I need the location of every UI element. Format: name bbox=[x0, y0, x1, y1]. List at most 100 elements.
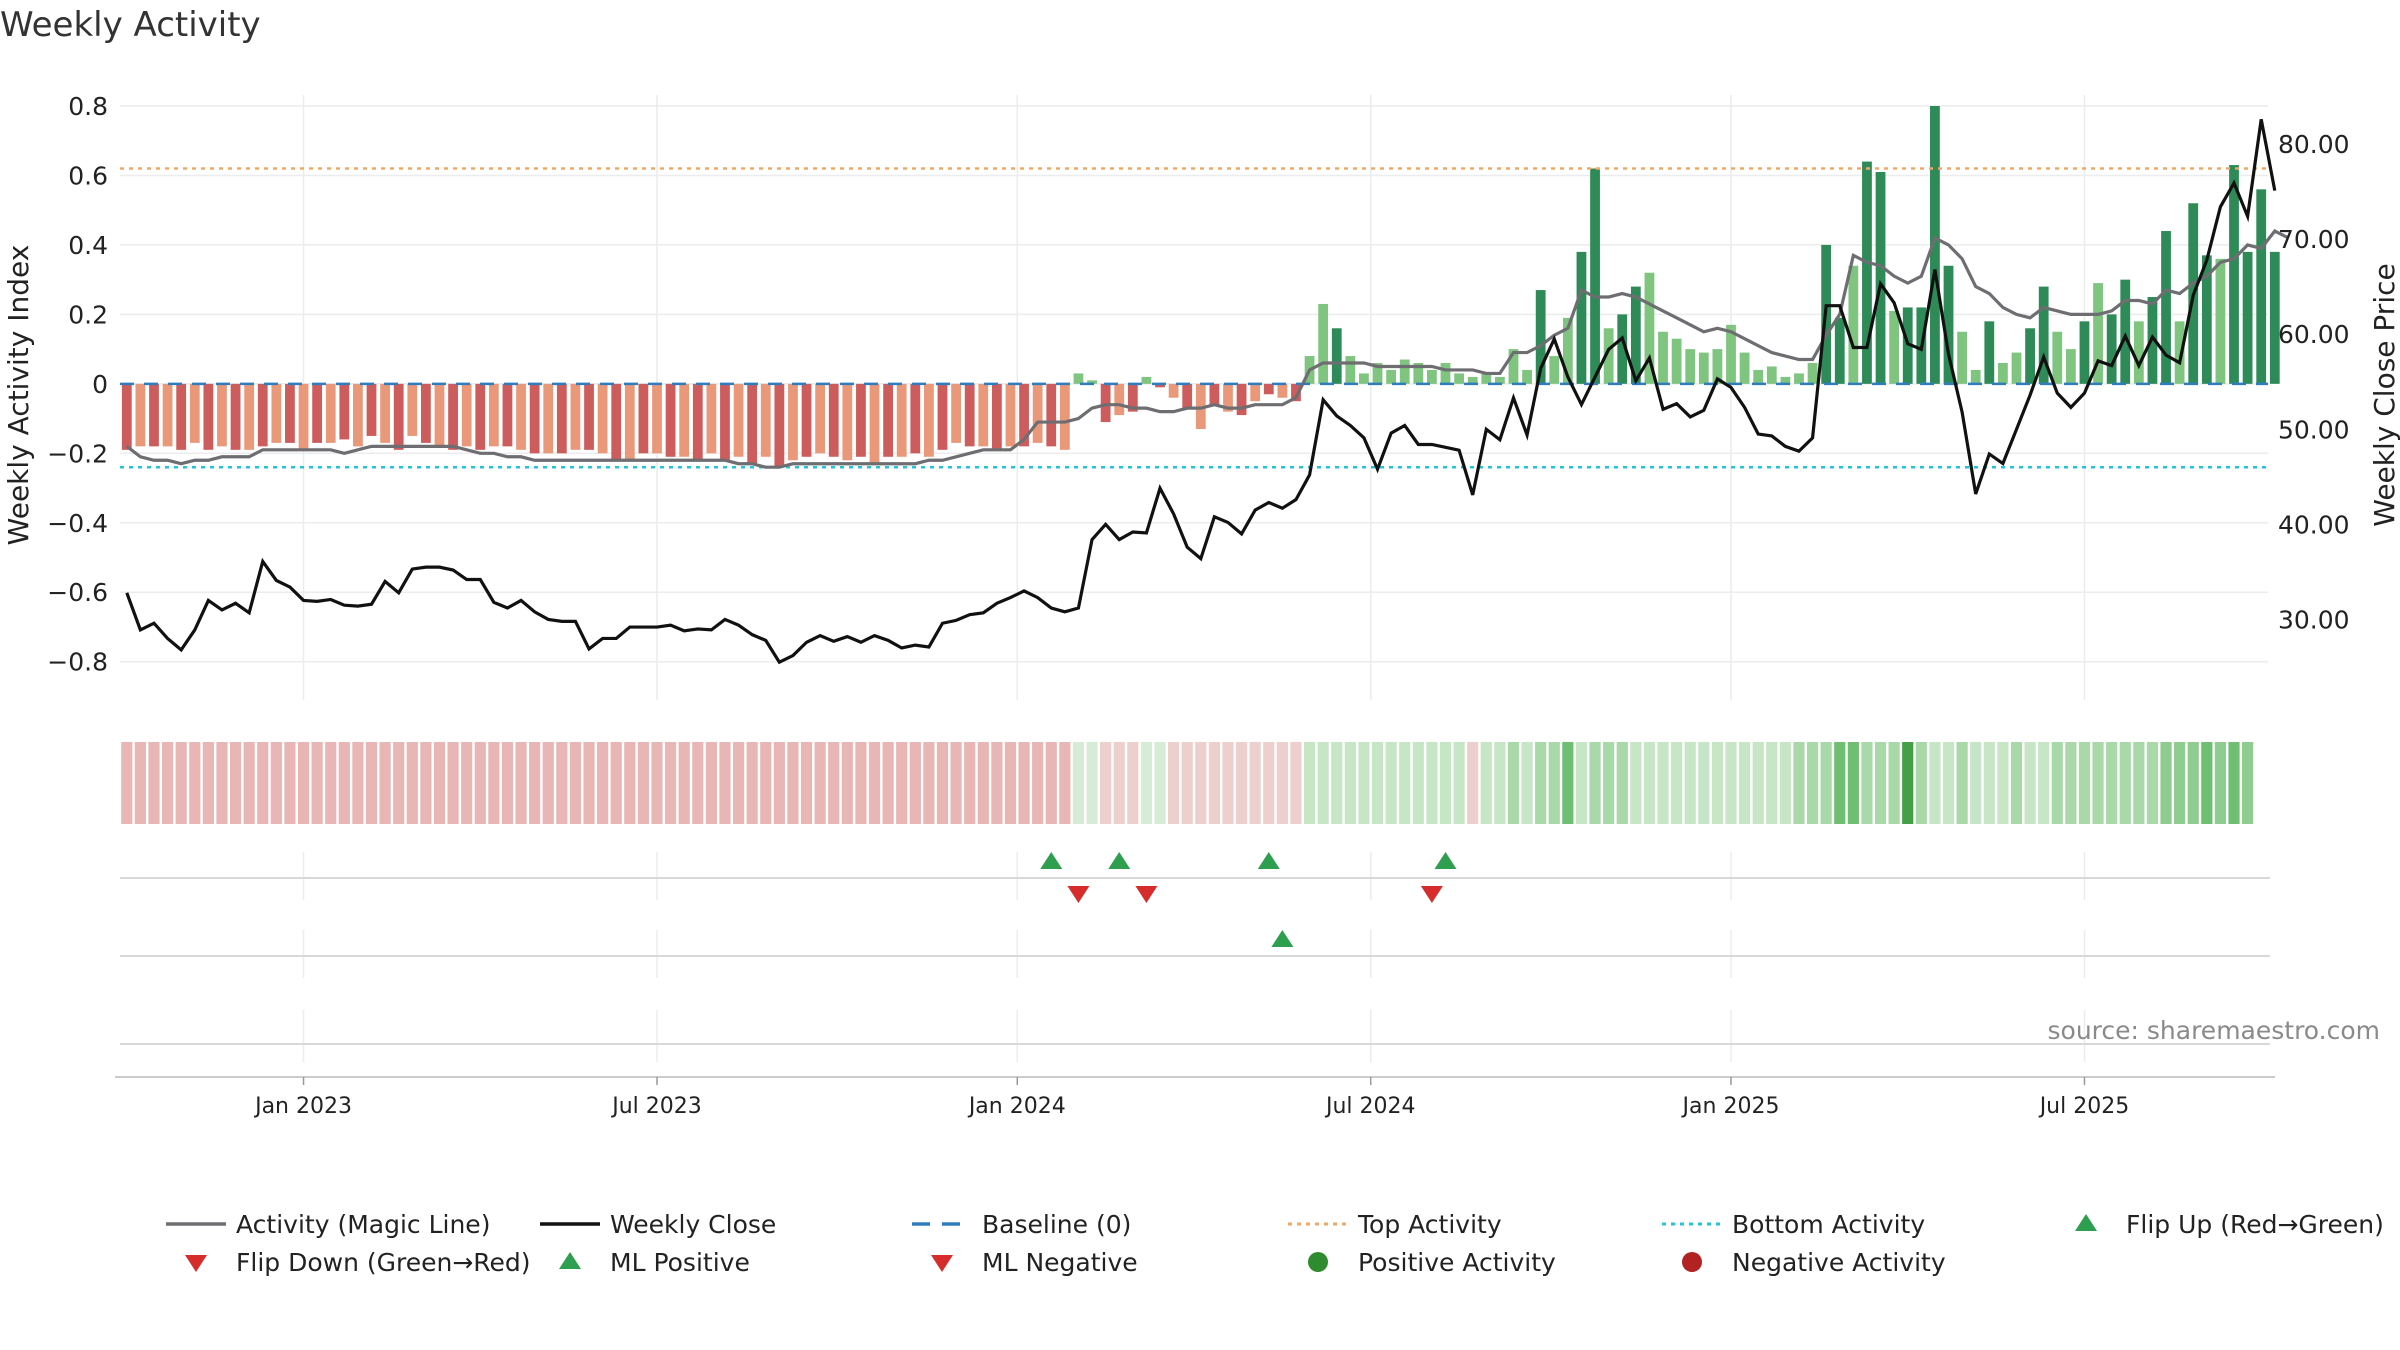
activity-bar bbox=[1753, 369, 1764, 384]
strip-cell bbox=[1371, 742, 1384, 824]
activity-bar bbox=[2052, 331, 2063, 384]
activity-bar bbox=[924, 383, 934, 457]
right-tick-label: 50.00 bbox=[2278, 415, 2350, 444]
activity-bar bbox=[951, 383, 961, 443]
strip-cell bbox=[1249, 742, 1261, 824]
strip-cell bbox=[311, 742, 323, 824]
activity-bar bbox=[638, 383, 649, 454]
legend-label: ML Positive bbox=[610, 1248, 750, 1277]
left-tick-label: 0 bbox=[92, 370, 108, 399]
strip-cell bbox=[2160, 742, 2172, 824]
x-axis-ticks: Jan 2023 Jul 2023 Jan 2024 Jul 2024 Jan 2025… bbox=[253, 1077, 2129, 1119]
strip-cell bbox=[2024, 742, 2036, 824]
activity-bar bbox=[570, 383, 581, 450]
strip-cell bbox=[882, 742, 894, 824]
strip-cell bbox=[2242, 742, 2254, 824]
strip-cell bbox=[964, 742, 976, 824]
activity-bar bbox=[1780, 376, 1791, 384]
left-tick-label: 0.4 bbox=[68, 231, 108, 260]
activity-bar bbox=[1576, 251, 1587, 384]
legend-item: Baseline (0) bbox=[912, 1210, 1131, 1239]
activity-bar bbox=[1685, 349, 1696, 384]
activity-bar bbox=[1862, 161, 1872, 384]
strip-cell bbox=[1861, 742, 1873, 824]
strip-cell bbox=[1113, 742, 1125, 824]
activity-bar bbox=[720, 383, 730, 461]
legend-label: Top Activity bbox=[1357, 1210, 1502, 1239]
strip-cell bbox=[1331, 742, 1343, 824]
strip-cell bbox=[515, 742, 527, 824]
strip-cell bbox=[488, 742, 500, 824]
activity-bar bbox=[747, 383, 758, 464]
strip-cell bbox=[1643, 742, 1656, 824]
activity-bar bbox=[502, 383, 513, 447]
strip-cell bbox=[325, 742, 337, 824]
strip-cell bbox=[1208, 742, 1220, 824]
strip-cell bbox=[692, 742, 704, 824]
left-tick-label: −0.2 bbox=[47, 439, 108, 468]
activity-bar bbox=[1182, 383, 1193, 409]
activity-bar bbox=[1005, 383, 1016, 447]
activity-bar bbox=[434, 383, 445, 447]
strip-cell bbox=[1004, 742, 1017, 824]
strip-cell bbox=[1684, 742, 1696, 824]
strip-cell bbox=[2146, 742, 2159, 824]
activity-bar bbox=[271, 383, 282, 443]
strip-cell bbox=[1942, 742, 1955, 824]
activity-bar bbox=[801, 383, 812, 457]
activity-bar bbox=[1698, 352, 1709, 384]
strip-cell bbox=[909, 742, 921, 824]
strip-cell bbox=[896, 742, 908, 824]
activity-bar bbox=[420, 383, 431, 443]
activity-bar bbox=[1549, 356, 1560, 384]
activity-bar bbox=[611, 383, 622, 461]
activity-bar bbox=[842, 383, 853, 461]
activity-bar bbox=[162, 383, 173, 447]
activity-bar bbox=[597, 383, 608, 454]
activity-bar bbox=[1930, 106, 1940, 384]
strip-cell bbox=[1657, 742, 1669, 824]
activity-bar bbox=[1195, 383, 1206, 429]
strip-cell bbox=[1630, 742, 1642, 824]
activity-bar bbox=[230, 383, 241, 450]
strip-cell bbox=[148, 742, 160, 824]
legend-label: Flip Up (Red→Green) bbox=[2126, 1210, 2384, 1239]
strip-cell bbox=[2038, 742, 2050, 824]
activity-bar bbox=[1100, 383, 1111, 423]
activity-bar bbox=[217, 383, 227, 447]
strip-cell bbox=[1507, 742, 1520, 824]
activity-bar bbox=[1481, 373, 1492, 384]
activity-bar bbox=[1644, 272, 1655, 384]
activity-bar bbox=[1114, 383, 1125, 416]
activity-bar bbox=[910, 383, 921, 454]
strip-cell bbox=[1494, 742, 1506, 824]
activity-bar bbox=[788, 383, 798, 461]
left-tick-label: −0.8 bbox=[47, 648, 108, 677]
strip-cell bbox=[1616, 742, 1628, 824]
activity-bar bbox=[2106, 314, 2117, 384]
strip-cell bbox=[1140, 742, 1153, 824]
x-tick-label: Jan 2024 bbox=[967, 1094, 1066, 1119]
activity-bar bbox=[1726, 324, 1736, 384]
strip-cell bbox=[257, 742, 269, 824]
activity-bar bbox=[856, 383, 866, 457]
activity-bar bbox=[1998, 363, 2008, 384]
strip-cell bbox=[1983, 742, 1995, 824]
activity-bar bbox=[1603, 328, 1614, 384]
legend-item: Top Activity bbox=[1288, 1210, 1502, 1239]
main-panel: 0.8 0.6 0.4 0.2 0 −0.2 −0.4 −0.6 −0.8 80.00 70.00… bbox=[2, 92, 2400, 700]
strip-cell bbox=[1671, 742, 1683, 824]
activity-bar bbox=[1413, 363, 1424, 384]
activity-bar bbox=[1984, 321, 1995, 384]
activity-bar bbox=[298, 383, 309, 450]
activity-bar bbox=[1766, 366, 1777, 384]
legend-label: Weekly Close bbox=[610, 1210, 776, 1239]
activity-bar bbox=[1345, 356, 1356, 384]
strip-cell bbox=[134, 742, 146, 824]
strip-cell bbox=[1344, 742, 1356, 824]
series-lines bbox=[125, 119, 2290, 665]
activity-bar bbox=[1562, 317, 1573, 384]
activity-bar bbox=[1209, 383, 1220, 405]
strip-cell bbox=[1793, 742, 1805, 824]
left-tick-label: 0.8 bbox=[68, 92, 108, 121]
